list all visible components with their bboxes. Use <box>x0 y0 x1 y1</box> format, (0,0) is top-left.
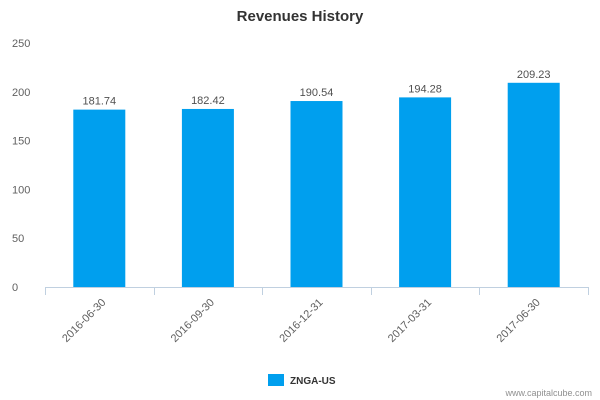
y-tick-label-250: 250 <box>12 38 30 50</box>
legend[interactable]: ZNGA-US <box>268 374 336 387</box>
bar-2016-09-30 <box>181 108 234 288</box>
x-tick-label-2017-03-31: 2017-03-31 <box>386 297 434 345</box>
x-tick-label-2016-12-31: 2016-12-31 <box>277 297 325 345</box>
y-tick-label-0: 0 <box>12 282 18 294</box>
bar-2017-06-30 <box>507 82 560 287</box>
data-label-2017-06-30: 209.23 <box>517 69 551 81</box>
y-tick-label-100: 100 <box>12 184 30 196</box>
data-label-2016-12-31: 190.54 <box>300 87 334 99</box>
x-tick-label-2017-06-30: 2017-06-30 <box>495 297 543 345</box>
x-tick-label-2016-09-30: 2016-09-30 <box>169 297 217 345</box>
legend-label-znga-us: ZNGA-US <box>290 376 336 387</box>
bar-2017-03-31 <box>399 97 452 287</box>
bar-2016-06-30 <box>73 109 126 287</box>
legend-swatch <box>268 374 284 386</box>
chart-title: Revenues History <box>237 8 364 25</box>
source-credit: www.capitalcube.com <box>504 388 592 398</box>
y-tick-label-50: 50 <box>12 233 24 245</box>
data-label-2016-09-30: 182.42 <box>191 95 225 107</box>
data-label-2016-06-30: 181.74 <box>82 96 116 108</box>
y-tick-label-150: 150 <box>12 136 30 148</box>
y-tick-label-200: 200 <box>12 87 30 99</box>
plot-area: 0 50 100 150 200 250 181.74 2016-06-30 182.42 201… <box>12 38 589 345</box>
data-label-2017-03-31: 194.28 <box>408 83 442 95</box>
x-tick-label-2016-06-30: 2016-06-30 <box>60 297 108 345</box>
bar-2016-12-31 <box>290 101 343 287</box>
